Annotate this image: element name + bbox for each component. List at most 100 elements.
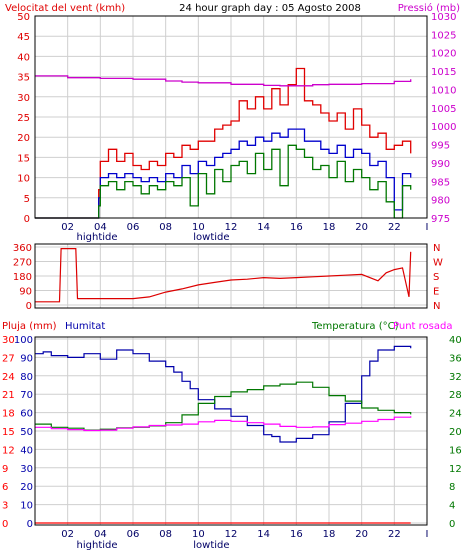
temperature-y-tick: 20 — [449, 427, 462, 438]
wind-y-tick: 0 — [24, 214, 30, 225]
direction-plot-frame — [34, 243, 428, 309]
rain-x-tick: 12 — [225, 529, 238, 540]
wind-tide-labels: hightide lowtide — [77, 232, 230, 243]
wind-y-tick: 20 — [17, 133, 30, 144]
wind-y-tick: 25 — [17, 113, 30, 124]
tide-label: hightide — [77, 232, 118, 243]
wind-series-1 — [35, 128, 412, 219]
compass-tick: N — [433, 243, 440, 254]
rain-x-tick: 06 — [127, 529, 140, 540]
direction-series-0 — [35, 248, 412, 303]
rain-x-tick: 22 — [388, 529, 401, 540]
wind-x-tick: 02 — [61, 222, 74, 233]
direction-y-tick: 270 — [13, 258, 32, 269]
compass-tick: W — [433, 258, 443, 269]
rain-x-tick: 04 — [94, 529, 107, 540]
temperature-axis-label: Temperatura (°C) — [311, 321, 399, 332]
temperature-y-tick: 0 — [449, 519, 455, 530]
rain-y-tick: 24 — [2, 372, 15, 383]
wind-series-2 — [35, 144, 412, 219]
wind-y-tick: 40 — [17, 52, 30, 63]
rain-x-tick: 10 — [192, 529, 205, 540]
wind-y-tick: 10 — [17, 174, 30, 185]
rain-y-tick: 9 — [2, 464, 8, 475]
rain-x-tick: 16 — [290, 529, 303, 540]
wind-x-tick: 04 — [94, 222, 107, 233]
wind-grid — [35, 15, 428, 219]
humidity-y-tick: 40 — [20, 445, 33, 456]
wind-series-0 — [35, 67, 412, 219]
temperature-y-tick: 16 — [449, 445, 462, 456]
tide-label: lowtide — [193, 540, 229, 551]
humidity-y-tick: 10 — [20, 501, 33, 512]
pressure-y-tick: 1005 — [431, 104, 456, 115]
wind-y-tick: 50 — [17, 12, 30, 23]
humidity-y-tick: 30 — [20, 464, 33, 475]
pressure-y-ticks: 975 980 985 990 995 1000 1005 1010 1015 1020 1025 1… — [431, 12, 456, 225]
temperature-y-tick: 4 — [449, 501, 455, 512]
direction-y-ticks: 0 90 180 270 360 — [13, 243, 32, 312]
tide-label: hightide — [77, 540, 118, 551]
dewpoint-axis-label: Punt rosada — [393, 321, 452, 332]
direction-series — [35, 248, 412, 303]
rain-y-tick: 12 — [2, 445, 15, 456]
rain-x-tick: 20 — [355, 529, 368, 540]
temperature-y-tick: 12 — [449, 464, 462, 475]
rain-y-tick: 3 — [2, 501, 8, 512]
humidity-y-tick: 20 — [20, 482, 33, 493]
temperature-y-tick: 36 — [449, 353, 462, 364]
humidity-axis-label: Humitat — [65, 321, 105, 332]
compass-tick: N — [433, 301, 440, 312]
temperature-y-tick: 8 — [449, 482, 455, 493]
humidity-y-tick: 90 — [20, 353, 33, 364]
wind-pressure-series — [35, 67, 412, 219]
wind-x-ticks: 02 04 06 08 10 12 14 16 18 20 22 I — [61, 222, 428, 233]
humidity-y-tick: 0 — [27, 519, 33, 530]
pressure-y-tick: 975 — [431, 214, 450, 225]
wind-x-tick: 20 — [355, 222, 368, 233]
rain-plot-frame — [34, 336, 428, 526]
compass-tick: E — [433, 287, 439, 298]
wind-series-3 — [35, 75, 412, 87]
wind-x-tick: I — [426, 222, 429, 233]
rain-x-tick: 14 — [257, 529, 270, 540]
rain-y-tick: 21 — [2, 390, 15, 401]
rain-y-ticks: 0 3 6 9 12 15 18 21 24 27 30 — [2, 335, 15, 530]
direction-y-tick: 360 — [13, 243, 32, 254]
wind-axis-label: Velocitat del vent (kmh) — [5, 3, 125, 14]
rain-y-tick: 15 — [2, 427, 15, 438]
wind-x-tick: 08 — [159, 222, 172, 233]
pressure-y-tick: 1025 — [431, 30, 456, 41]
pressure-y-tick: 980 — [431, 196, 450, 207]
chart-title: 24 hour graph day : 05 Agosto 2008 — [179, 3, 361, 14]
wind-x-tick: 22 — [388, 222, 401, 233]
rain-y-tick: 30 — [2, 335, 15, 346]
compass-tick: S — [433, 272, 439, 283]
direction-y-tick: 180 — [13, 272, 32, 283]
temperature-y-tick: 28 — [449, 390, 462, 401]
wind-x-tick: 10 — [192, 222, 205, 233]
rain-y-tick: 27 — [2, 353, 15, 364]
wind-x-tick: 18 — [323, 222, 336, 233]
wind-y-tick: 35 — [17, 73, 30, 84]
pressure-axis-label: Pressió (mb) — [398, 2, 460, 14]
wind-y-ticks: 0 5 10 15 20 25 30 35 40 45 50 — [17, 12, 30, 225]
rain-axis-label: Pluja (mm) — [2, 321, 57, 332]
rain-series-0 — [35, 345, 412, 443]
humidity-y-tick: 70 — [20, 390, 33, 401]
humidity-y-tick: 100 — [14, 335, 33, 346]
wind-y-tick: 45 — [17, 32, 30, 43]
rain-x-tick: 08 — [159, 529, 172, 540]
rain-humidity-temperature-series — [35, 345, 412, 524]
temperature-y-tick: 24 — [449, 409, 462, 420]
pressure-y-tick: 990 — [431, 159, 450, 170]
wind-x-tick: 12 — [225, 222, 238, 233]
tide-label: lowtide — [193, 232, 229, 243]
temperature-y-tick: 40 — [449, 335, 462, 346]
pressure-y-tick: 1015 — [431, 67, 456, 78]
humidity-y-tick: 50 — [20, 427, 33, 438]
wind-x-tick: 14 — [257, 222, 270, 233]
